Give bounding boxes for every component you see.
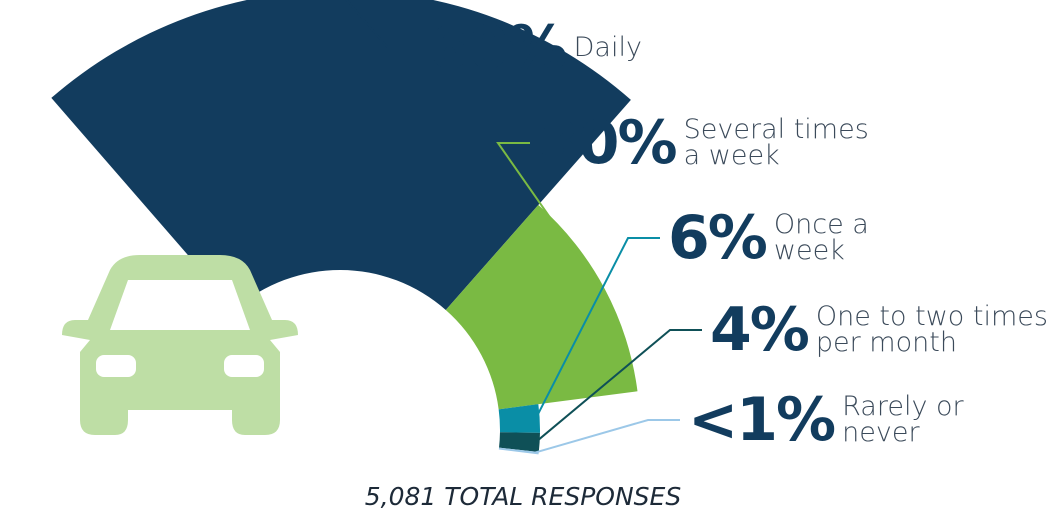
category-label: Rarely or never <box>842 391 964 448</box>
leader-line <box>534 329 702 443</box>
percent-label: <1% <box>688 385 836 455</box>
slice <box>498 447 539 455</box>
slice <box>498 404 540 433</box>
percent-label: 4% <box>710 295 810 365</box>
slice-label: 6% Once a week <box>668 203 884 273</box>
leader-line <box>534 237 660 420</box>
category-label: Daily <box>573 32 642 64</box>
slice <box>51 0 631 310</box>
slice-label: 60% Daily <box>428 13 694 83</box>
leader-line <box>345 0 420 49</box>
slice <box>445 204 638 410</box>
category-label: Once a week <box>773 209 869 266</box>
leader-line <box>496 142 603 292</box>
car-icon <box>62 255 298 435</box>
percent-label: 60% <box>428 13 568 83</box>
leader-line <box>534 419 680 454</box>
category-label: Several times a week <box>683 114 869 171</box>
percent-label: 6% <box>668 203 768 273</box>
slice-label: 30% Several times a week <box>538 108 884 178</box>
slice <box>499 432 540 452</box>
percent-label: 30% <box>538 108 678 178</box>
slice-label: <1% Rarely or never <box>688 385 992 455</box>
category-label: One to two times per month <box>815 301 1046 358</box>
slice-label: 4% One to two times per month <box>710 295 1046 365</box>
total-responses: 5,081 TOTAL RESPONSES <box>364 482 682 511</box>
